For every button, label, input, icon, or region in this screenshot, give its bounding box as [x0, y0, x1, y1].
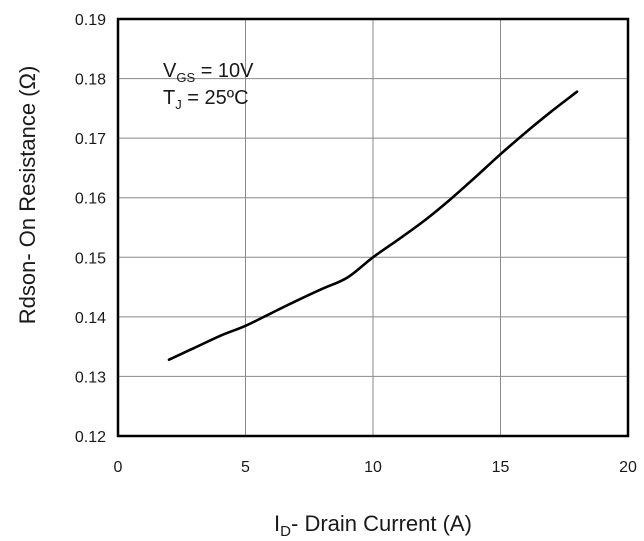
x-tick-label: 10 — [364, 459, 382, 476]
y-tick-label: 0.13 — [75, 369, 106, 386]
annotation-vgs: VGS = 10V — [163, 60, 254, 85]
x-tick-label: 15 — [492, 459, 510, 476]
y-tick-label: 0.19 — [75, 12, 106, 29]
y-tick-label: 0.18 — [75, 72, 106, 89]
x-tick-label: 0 — [114, 459, 123, 476]
series-layer — [167, 90, 579, 361]
x-axis-title: ID- Drain Current (A) — [274, 511, 472, 540]
annotation-tj: TJ = 25ºC — [163, 87, 249, 112]
tick-labels: 0 5 10 15 20 0.12 0.13 0.14 0.15 0.16 0.17 0.18 0.19 — [75, 12, 637, 476]
x-tick-label: 5 — [241, 459, 250, 476]
y-tick-label: 0.17 — [75, 131, 106, 148]
y-tick-label: 0.12 — [75, 429, 106, 446]
rdson-series-line — [167, 90, 579, 361]
x-tick-label: 20 — [619, 459, 637, 476]
y-axis-title: Rdson- On Resistance (Ω) — [15, 66, 40, 325]
plot-frame — [116, 17, 630, 438]
y-tick-label: 0.15 — [75, 250, 106, 267]
y-tick-label: 0.16 — [75, 191, 106, 208]
y-tick-label: 0.14 — [75, 310, 106, 327]
